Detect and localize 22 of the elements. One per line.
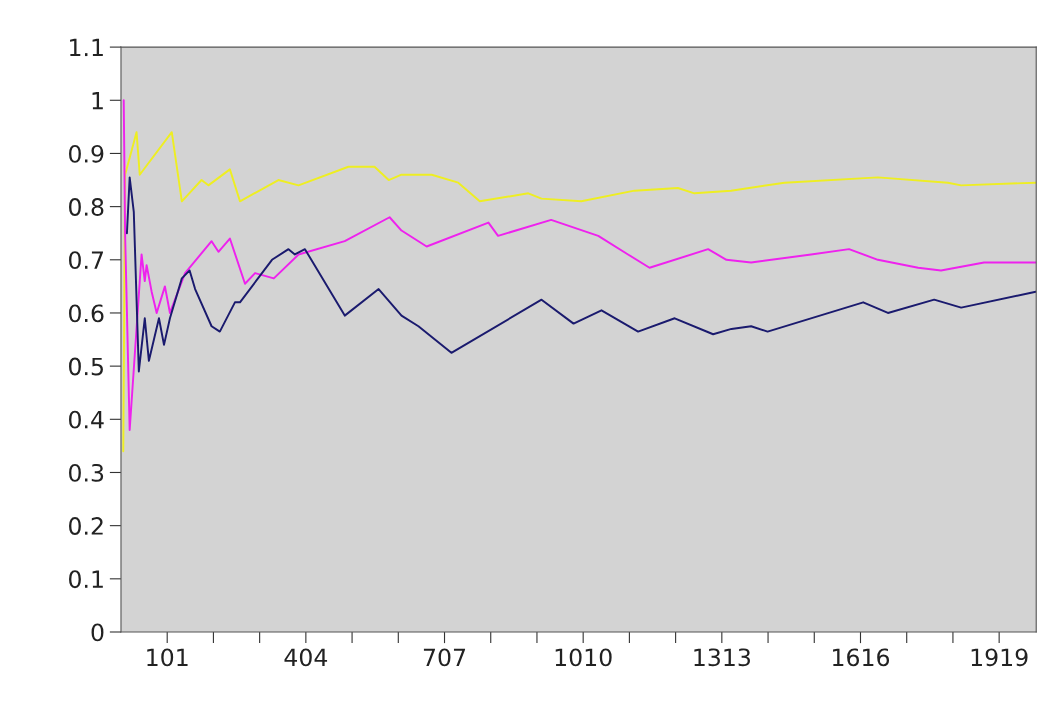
- line-series: [122, 131, 1037, 453]
- line-series: [122, 99, 1037, 431]
- x-tick-label: 1616: [833, 648, 890, 667]
- x-tick-label: 1010: [555, 648, 612, 667]
- y-tick-label: 0.4: [69, 410, 104, 429]
- x-tick-label: 707: [423, 648, 466, 667]
- y-tick-label: 0.6: [69, 304, 104, 323]
- y-tick-label: 0.1: [69, 570, 103, 589]
- y-tick-label: 0.5: [69, 357, 103, 376]
- y-tick-label: 0.7: [69, 251, 103, 270]
- x-tick-label: 101: [147, 648, 188, 667]
- line-series: [125, 176, 1037, 373]
- x-tick-label: 1313: [694, 648, 750, 667]
- y-tick-label: 0.9: [69, 144, 104, 163]
- y-tick-label: 1.1: [70, 38, 103, 57]
- x-tick-label: 404: [284, 648, 328, 667]
- y-tick-label: 0.2: [69, 517, 103, 535]
- x-tick-label: 1919: [971, 648, 1028, 667]
- y-tick-label: 0.8: [69, 198, 104, 216]
- y-tick-label: 1: [92, 92, 103, 110]
- y-tick-label: 0.3: [69, 463, 104, 482]
- y-tick-label: 0: [91, 623, 104, 642]
